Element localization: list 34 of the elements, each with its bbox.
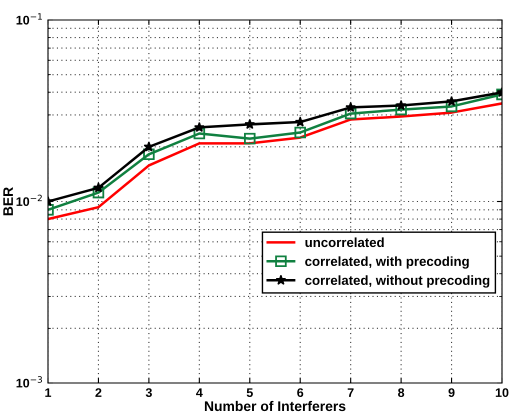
point <box>194 128 206 140</box>
point <box>446 96 457 106</box>
y-tick-label: 10$^{−2}$ <box>16 194 42 206</box>
point <box>395 104 407 116</box>
point <box>93 182 104 192</box>
x-tick-label: 5 <box>246 388 253 398</box>
point <box>194 122 205 132</box>
point <box>244 118 256 130</box>
point <box>294 126 306 138</box>
y-tick-label: 10$^{−1}$ <box>16 13 42 25</box>
legend-label: uncorrelated <box>305 237 384 248</box>
x-tick-label: 2 <box>95 388 102 397</box>
x-tick-label: 1 <box>45 388 52 397</box>
x-tick-label: 6 <box>297 388 304 398</box>
point <box>396 100 406 110</box>
point <box>294 116 306 127</box>
point <box>446 100 458 112</box>
x-tick-label: 7 <box>348 388 354 397</box>
x-tick-label: 9 <box>448 388 455 398</box>
y-tick-label: 10$^{−3}$ <box>16 376 42 388</box>
point <box>244 132 256 144</box>
point <box>345 102 356 112</box>
point <box>92 186 104 198</box>
x-tick-label: 4 <box>196 388 203 397</box>
legend-label: correlated, without precoding <box>305 275 490 288</box>
point <box>143 148 155 160</box>
y-axis-title: BER <box>3 187 13 216</box>
point <box>344 108 356 120</box>
x-tick-label: 10 <box>496 388 508 398</box>
point <box>144 141 154 152</box>
legend-label: correlated, with precoding <box>305 256 469 269</box>
x-tick-label: 3 <box>146 388 152 398</box>
x-axis-title: Number of Interferers <box>204 400 346 412</box>
x-tick-label: 8 <box>398 388 404 398</box>
